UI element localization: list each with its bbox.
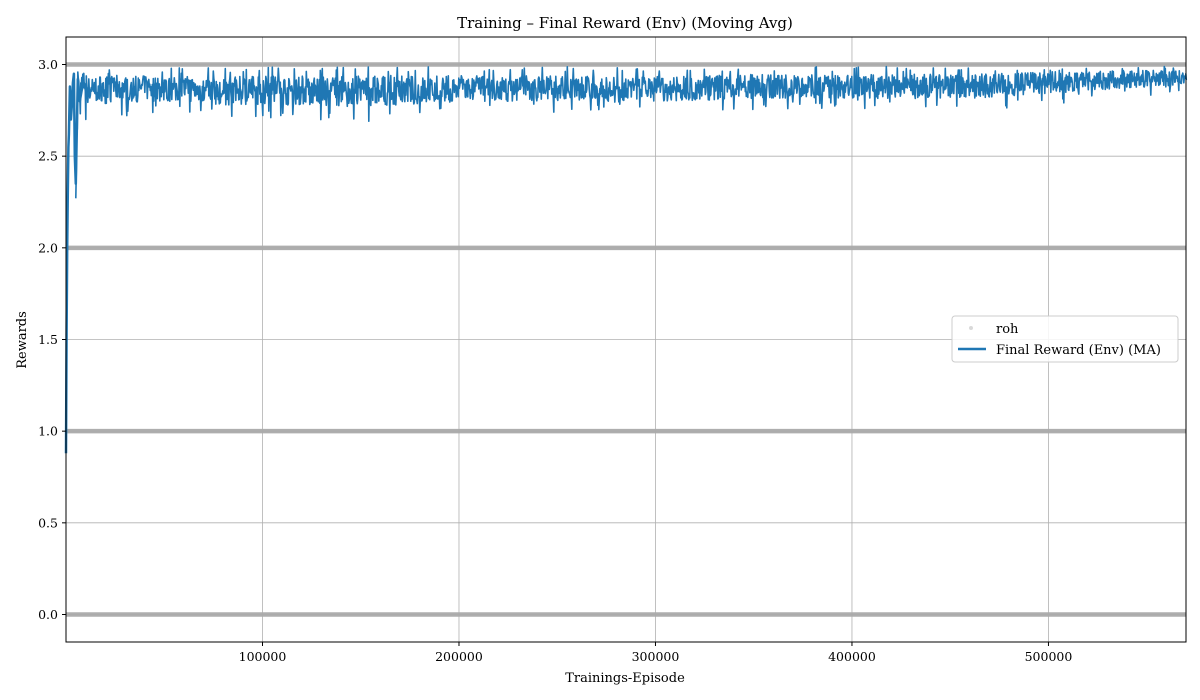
x-tick-label: 300000: [632, 649, 680, 664]
y-axis-label: Rewards: [15, 311, 30, 369]
ma-line-oscillation: [75, 65, 1188, 199]
x-tick-label: 100000: [239, 649, 287, 664]
scatter-roh: [66, 62, 1186, 617]
y-tick-label: 1.0: [38, 424, 58, 439]
x-tick-label: 400000: [828, 649, 876, 664]
legend: roh Final Reward (Env) (MA): [951, 315, 1179, 363]
ma-line-ramp: [64, 72, 91, 454]
x-tick-label: 500000: [1025, 649, 1073, 664]
y-tick-label: 2.0: [38, 240, 58, 255]
x-axis-label: Trainings-Episode: [565, 671, 685, 686]
y-tick-label: 0.5: [38, 515, 58, 530]
legend-marker-roh: [969, 326, 973, 330]
legend-label-final-reward: Final Reward (Env) (MA): [996, 343, 1161, 358]
series-final-reward-ma: [64, 65, 1188, 454]
x-tick-label: 200000: [435, 649, 483, 664]
y-axis-ticks: 0.0 0.5 1.0 1.5 2.0 2.5 3.0: [38, 57, 66, 622]
y-tick-label: 0.0: [38, 607, 58, 622]
legend-label-roh: roh: [996, 322, 1019, 337]
x-axis-ticks: 100000 200000 300000 400000 500000: [239, 642, 1073, 664]
y-tick-label: 1.5: [38, 332, 58, 347]
legend-box: [951, 315, 1179, 363]
y-tick-label: 2.5: [38, 149, 58, 164]
y-tick-label: 3.0: [38, 57, 58, 72]
chart-title: Training – Final Reward (Env) (Moving Av…: [457, 14, 793, 32]
